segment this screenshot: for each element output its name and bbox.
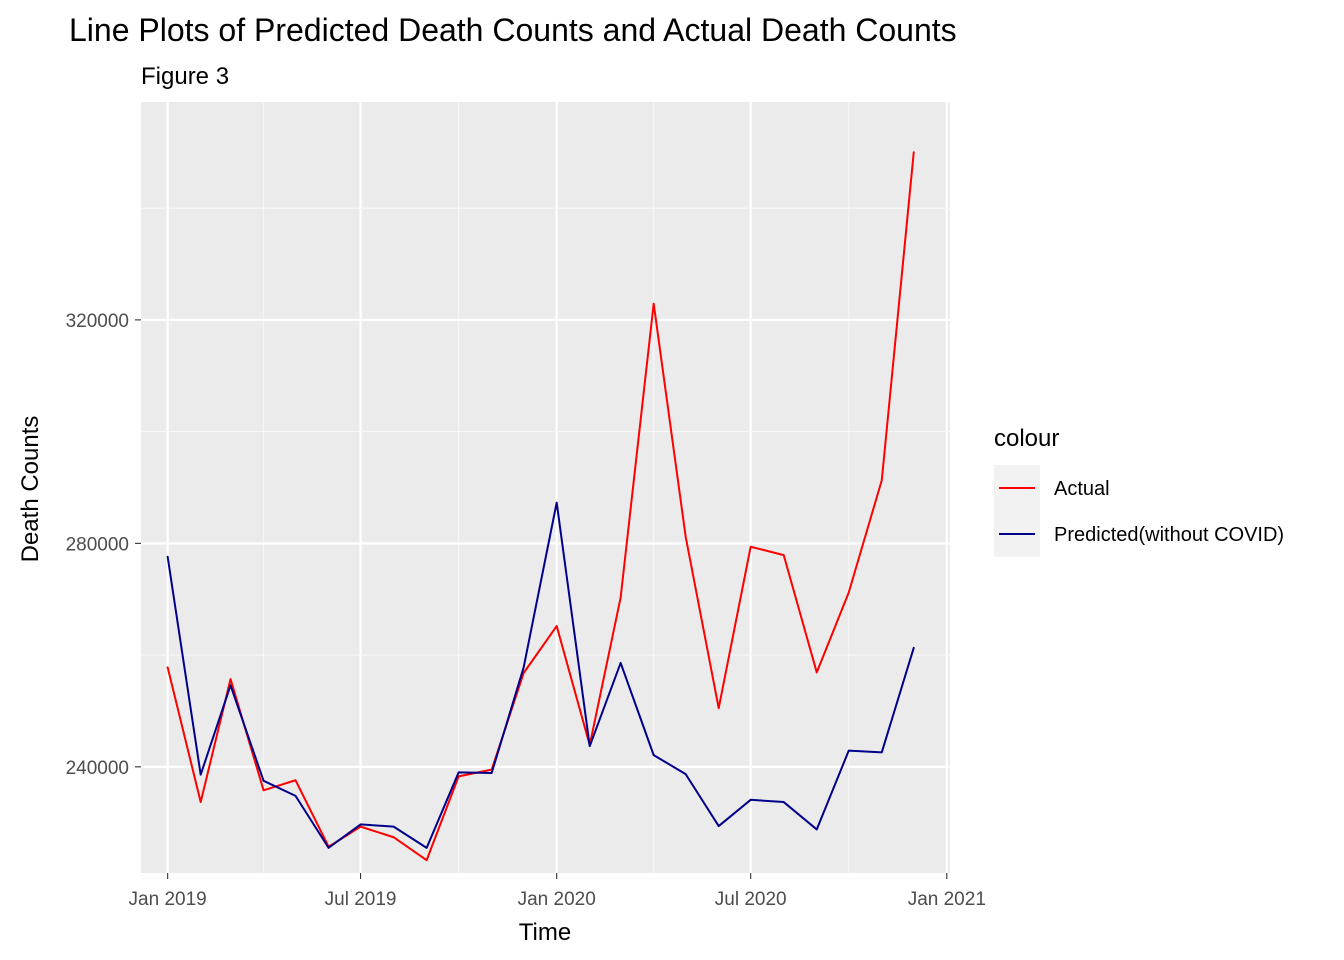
chart-title: Line Plots of Predicted Death Counts and…: [69, 12, 957, 48]
legend-title: colour: [994, 425, 1059, 452]
y-tick-label-0: 240000: [66, 758, 129, 779]
legend-items: Actual Predicted(without COVID): [994, 465, 1284, 557]
x-tick-label-2: Jan 2020: [518, 889, 596, 910]
x-tick-label-4: Jan 2021: [908, 889, 986, 910]
plot-panel: [141, 102, 950, 873]
x-tick-label-1: Jul 2019: [325, 889, 397, 910]
x-axis-title: Time: [519, 919, 571, 946]
legend: colour Actual Predicted(without COVID): [994, 425, 1284, 557]
chart-subtitle: Figure 3: [141, 63, 229, 90]
x-tick-label-3: Jul 2020: [715, 889, 787, 910]
legend-label-0: Actual: [1054, 478, 1110, 500]
grid-lines: [141, 102, 950, 880]
series-lines: [166, 151, 915, 862]
legend-label-1: Predicted(without COVID): [1054, 524, 1284, 546]
axes: Jan 2019 Jul 2019 Jan 2020 Jul 2020 Jan 2021…: [66, 311, 986, 910]
y-tick-label-2: 320000: [66, 311, 129, 332]
y-tick-label-1: 280000: [66, 534, 129, 555]
series-line-1: [166, 501, 915, 849]
series-line-0: [166, 151, 915, 862]
x-tick-label-0: Jan 2019: [129, 889, 207, 910]
y-axis-title: Death Counts: [17, 416, 44, 563]
